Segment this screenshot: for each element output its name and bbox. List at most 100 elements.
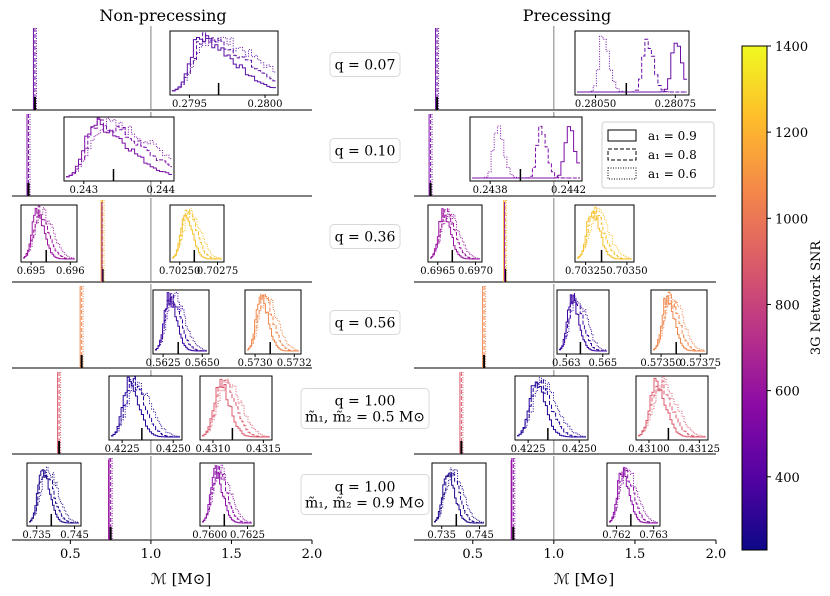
inset-tick-label: 0.745 xyxy=(465,530,494,541)
x-tick-label: 1.5 xyxy=(625,547,646,562)
inset-tick-label: 0.2442 xyxy=(551,185,586,196)
inset-tick-label: 0.5650 xyxy=(185,358,220,369)
inset-tick-label: 0.5625 xyxy=(146,358,181,369)
inset-box xyxy=(169,30,279,96)
inset-histogram xyxy=(23,205,75,260)
inset-tick-label: 0.4225 xyxy=(511,444,546,455)
inset-histogram xyxy=(434,472,484,524)
inset-histogram xyxy=(172,214,222,260)
inset-histogram xyxy=(66,118,172,178)
x-tick-label: 2.0 xyxy=(302,547,323,562)
legend-swatch xyxy=(607,148,637,161)
x-axis-label: ℳ [M⊙] xyxy=(554,570,614,588)
inset-box xyxy=(199,462,255,527)
inset-tick-label: 0.4310 xyxy=(195,444,230,455)
inset-histogram xyxy=(577,35,687,93)
colorbar xyxy=(741,45,768,551)
title-precessing: Precessing xyxy=(523,6,611,25)
inset-tick-label: 0.70325 xyxy=(565,266,606,277)
inset-tick-label: 0.28075 xyxy=(655,99,696,110)
inset-tick-label: 0.70250 xyxy=(159,266,200,277)
inset-histogram xyxy=(172,209,222,260)
inset-histogram xyxy=(111,378,180,437)
inset-histogram xyxy=(247,296,299,351)
inset-histogram xyxy=(202,464,252,523)
inset-histogram xyxy=(577,42,687,93)
inset-tick-label: 0.563 xyxy=(552,358,581,369)
inset-tick-label: 0.735 xyxy=(22,530,51,541)
inset-histogram xyxy=(638,380,706,438)
inset-histogram xyxy=(202,378,270,437)
inset-histogram xyxy=(29,469,79,524)
inset-histogram xyxy=(202,465,252,524)
inset-histogram xyxy=(517,381,586,438)
x-tick-label: 0.5 xyxy=(60,547,81,562)
inset-box xyxy=(169,204,225,263)
row-label: q = 1.00 xyxy=(335,394,396,410)
inset-tick-label: 0.244 xyxy=(146,185,175,196)
colorbar-tick-label: 800 xyxy=(775,298,800,313)
inset-tick-label: 0.7625 xyxy=(230,530,265,541)
inset-histogram xyxy=(653,293,705,351)
inset-histogram xyxy=(577,38,687,93)
x-tick-label: 1.0 xyxy=(141,547,162,562)
inset-histogram xyxy=(202,379,270,438)
inset-histogram xyxy=(430,208,480,260)
legend-label: a₁ = 0.8 xyxy=(648,148,697,162)
inset-box xyxy=(427,204,483,263)
inset-box xyxy=(152,289,210,355)
inset-histogram xyxy=(111,376,180,438)
inset-box xyxy=(431,462,487,527)
inset-tick-label: 0.7600 xyxy=(192,530,227,541)
colorbar-tick-label: 1400 xyxy=(775,40,808,55)
inset-tick-label: 0.2800 xyxy=(248,99,283,110)
inset-tick-label: 0.763 xyxy=(639,530,668,541)
x-axis-label: ℳ [M⊙] xyxy=(151,570,211,588)
inset-tick-label: 0.70350 xyxy=(606,266,647,277)
x-tick-label: 2.0 xyxy=(706,547,727,562)
colorbar-tick-label: 1000 xyxy=(775,212,808,227)
inset-box xyxy=(199,375,273,441)
inset-histogram xyxy=(653,291,705,352)
inset-tick-label: 0.762 xyxy=(602,530,631,541)
inset-histogram xyxy=(172,207,222,259)
inset-tick-label: 0.43100 xyxy=(628,444,669,455)
inset-box xyxy=(244,289,302,355)
inset-histogram xyxy=(609,469,658,524)
inset-histogram xyxy=(577,211,632,260)
inset-tick-label: 0.70275 xyxy=(197,266,238,277)
inset-histogram xyxy=(559,294,607,352)
inset-tick-label: 0.2795 xyxy=(172,99,207,110)
inset-tick-label: 0.5730 xyxy=(238,358,273,369)
inset-histogram xyxy=(23,207,75,260)
inset-histogram xyxy=(247,293,299,352)
inset-tick-label: 0.57375 xyxy=(680,358,721,369)
legend-label: a₁ = 0.6 xyxy=(648,167,697,181)
inset-histogram xyxy=(430,208,480,259)
legend-label: a₁ = 0.9 xyxy=(648,129,697,143)
inset-histogram xyxy=(472,125,580,179)
inset-histogram xyxy=(172,35,276,92)
inset-tick-label: 0.4250 xyxy=(156,444,191,455)
inset-tick-label: 0.4225 xyxy=(105,444,140,455)
inset-histogram xyxy=(430,208,480,260)
inset-tick-label: 0.4250 xyxy=(562,444,597,455)
inset-tick-label: 0.5732 xyxy=(277,358,312,369)
row-label-box xyxy=(329,224,401,249)
inset-histogram xyxy=(638,376,706,437)
row-label-box xyxy=(329,138,401,163)
inset-histogram xyxy=(247,294,299,352)
inset-tick-label: 0.735 xyxy=(427,530,456,541)
inset-histogram xyxy=(155,291,207,351)
inset-tick-label: 0.696 xyxy=(56,266,85,277)
inset-tick-label: 0.57350 xyxy=(640,358,681,369)
inset-histogram xyxy=(609,467,658,523)
row-label: q = 0.36 xyxy=(335,230,396,246)
inset-box xyxy=(574,30,690,96)
inset-tick-label: 0.28050 xyxy=(575,99,616,110)
row-label: m̃₁, m̃₂ = 0.5 M⊙ xyxy=(305,410,425,426)
inset-tick-label: 0.565 xyxy=(588,358,617,369)
inset-histogram xyxy=(517,377,586,437)
inset-histogram xyxy=(434,472,484,524)
inset-box xyxy=(514,375,589,441)
